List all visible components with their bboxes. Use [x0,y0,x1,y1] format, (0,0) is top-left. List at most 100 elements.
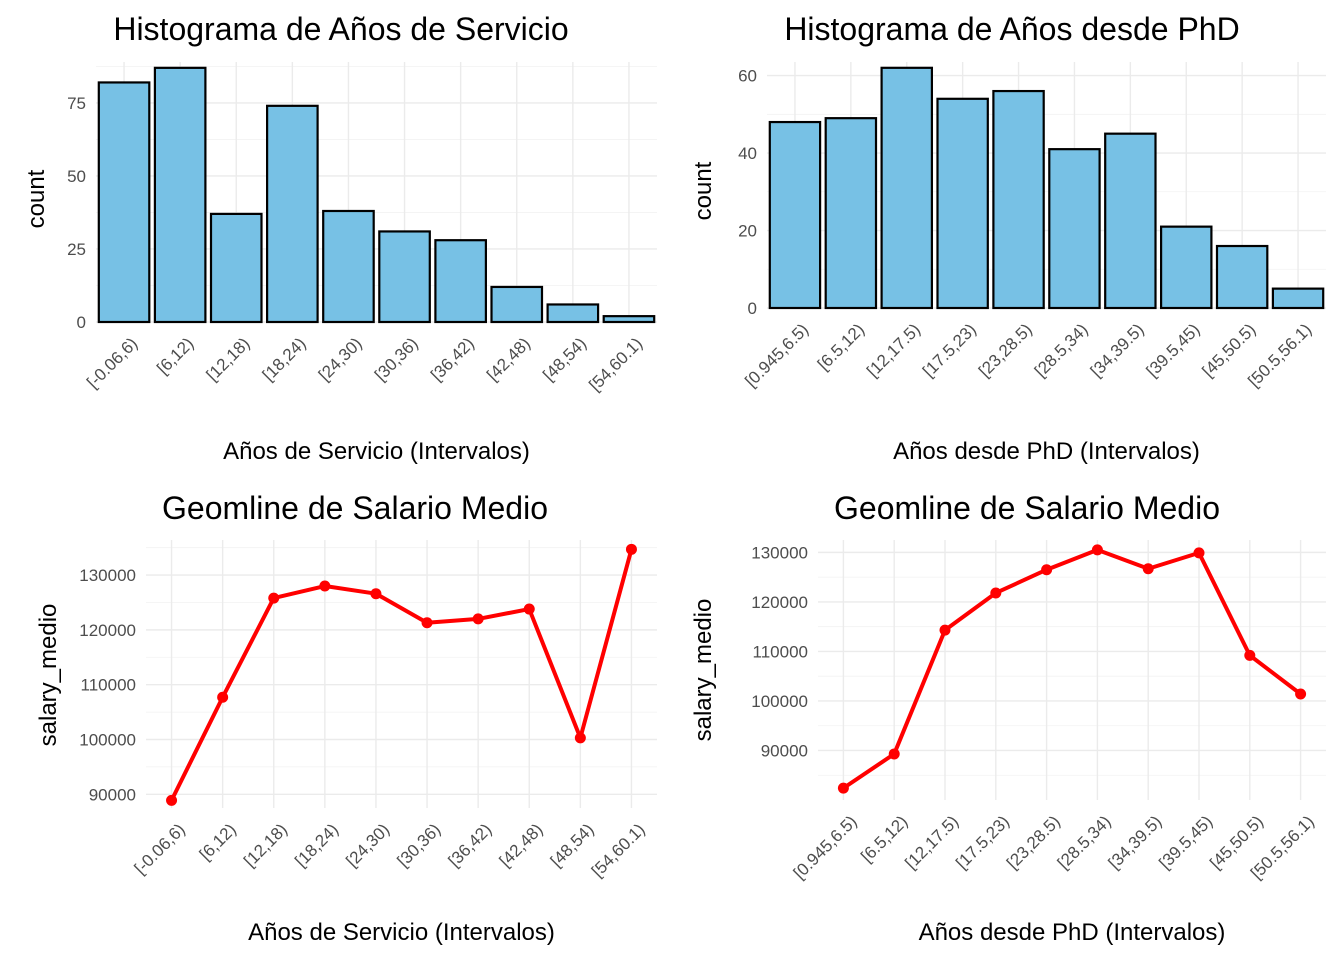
x-tick-label: [12,17.5) [901,812,962,873]
data-point-9 [1244,649,1256,661]
salary-line [169,547,634,803]
bar-5 [992,89,1045,310]
y-tick-label: 20 [738,222,757,241]
x-tick-label: [30,36) [371,334,422,385]
data-point-5 [370,588,382,600]
bar-2 [824,117,878,310]
gridlines [146,540,657,808]
y-tick-label: 110000 [753,642,808,661]
y-tick-label: 90000 [761,741,808,760]
x-tick-label: [24,30) [315,334,366,385]
y-axis-label: count [690,161,717,220]
data-point-2 [217,691,229,703]
data-point-3 [268,592,280,604]
x-tick-label: [6,12) [153,334,197,378]
y-tick-label: 90000 [89,785,136,804]
x-tick-label: [-0.06,6) [131,820,189,878]
x-tick-label: [54,60.1) [588,820,649,881]
bar-10 [602,315,656,324]
x-tick-label: [6,12) [196,820,240,864]
bar-5 [322,209,375,324]
x-tick-label: [6.5,12) [814,320,868,374]
x-axis-label: Años de Servicio (Intervalos) [223,438,530,465]
bar-4 [266,104,319,324]
x-tick-label: [42,48) [496,820,547,871]
x-tick-label: [48,54) [539,334,590,385]
y-tick-label: 75 [67,94,86,113]
x-tick-label: [18,24) [291,820,342,871]
data-point-10 [625,543,637,555]
salary-line [841,547,1303,791]
chart-title: Geomline de Salario Medio [162,490,548,526]
bar-4 [936,97,989,310]
x-tick-label: [23,28.5) [1003,812,1064,873]
x-tick-label: [17.5,23) [952,812,1013,873]
data-point-10 [1295,688,1307,700]
x-tick-label: [24,30) [342,820,393,871]
data-point-1 [166,794,178,806]
x-axis-label: Años desde PhD (Intervalos) [919,919,1226,946]
y-axis-label: salary_medio [690,599,717,742]
y-tick-label: 100000 [751,692,808,711]
chart-panel-3: 90000 100000 110000 120000 130000 [-0.06,6) [6… [35,490,657,946]
bar-9 [1215,244,1269,310]
bar-7 [434,239,487,324]
x-tick-label: [0.945,6.5) [790,812,861,883]
y-axis-label: salary_medio [35,604,62,747]
bar-8 [490,285,544,324]
x-tick-label: [-0.06,6) [83,334,141,392]
bar-1 [768,120,822,310]
y-tick-label: 50 [67,167,86,186]
chart-panel-2: 0 20 40 60 [0.945,6.5) [6.5,12)[12,17.5)[17.5… [690,11,1326,465]
x-tick-label: [34,39.5) [1105,812,1166,873]
x-tick-label: [42,48) [483,334,534,385]
chart-title: Histograma de Años desde PhD [784,11,1239,47]
data-point-4 [990,587,1002,599]
x-tick-label: [39.5,45) [1155,812,1216,873]
data-point-8 [1193,547,1205,559]
x-tick-label: [17.5,23) [919,320,980,381]
x-tick-label: [0.945,6.5) [741,320,812,391]
x-tick-label: [12,18) [203,334,254,385]
bar-6 [1048,148,1101,310]
bar-9 [546,303,600,324]
data-point-4 [319,580,331,592]
y-tick-label: 120000 [751,593,808,612]
y-tick-label: 40 [738,144,757,163]
x-tick-label: [48,54) [547,820,598,871]
y-tick-label: 100000 [79,730,136,749]
gridlines [818,540,1326,800]
bar-10 [1271,287,1325,310]
bar-6 [378,230,431,324]
bar-7 [1104,132,1157,310]
data-point-7 [472,613,484,625]
y-tick-label: 110000 [81,676,136,695]
x-tick-label: [36,42) [427,334,478,385]
x-tick-label: [30,36) [393,820,444,871]
data-point-3 [939,624,951,636]
y-tick-label: 0 [748,299,757,318]
x-tick-label: [28.5,34) [1031,320,1092,381]
x-tick-label: [12,17.5) [863,320,924,381]
bar-3 [880,66,934,310]
y-tick-label: 130000 [79,566,136,585]
x-tick-label: [23,28.5) [975,320,1036,381]
y-tick-label: 120000 [79,621,136,640]
chart-title: Geomline de Salario Medio [834,490,1220,526]
x-tick-label: [36,42) [445,820,496,871]
bar-8 [1159,225,1213,310]
bar-2 [153,66,207,324]
x-tick-label: [18,24) [259,334,310,385]
x-axis-label: Años desde PhD (Intervalos) [893,438,1200,465]
y-tick-label: 25 [67,240,86,259]
data-point-9 [574,732,586,744]
x-tick-label: [39.5,45) [1143,320,1204,381]
chart-title: Histograma de Años de Servicio [113,11,568,47]
data-point-7 [1142,563,1154,575]
x-tick-label: [34,39.5) [1087,320,1148,381]
chart-panel-1: 0 25 50 75 [-0.06,6) [6,12) [12,18) [18,24) [24,… [23,11,657,465]
y-tick-label: 0 [77,313,86,332]
x-tick-label: [28.5,34) [1054,812,1115,873]
bar-1 [97,81,151,324]
